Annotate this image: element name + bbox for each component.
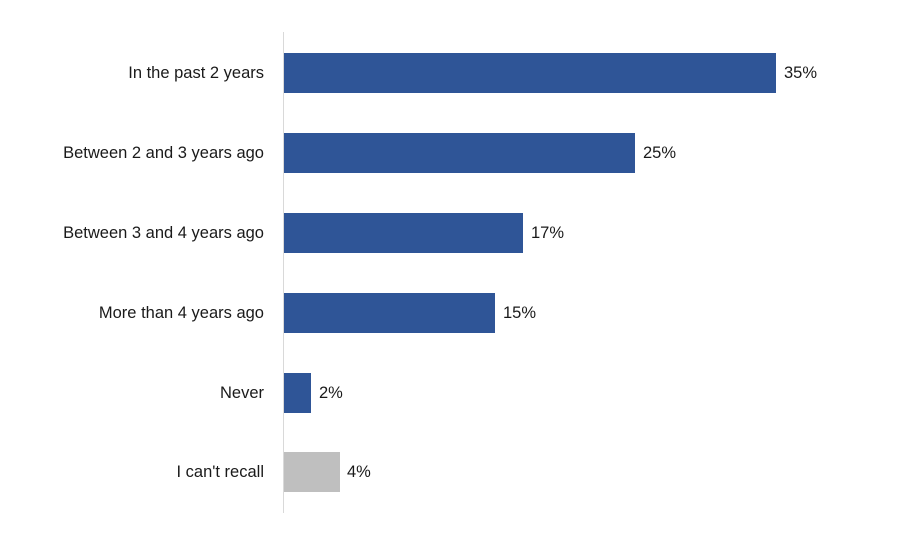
value-label: 4% [347,463,371,481]
value-label: 17% [531,224,565,242]
bar [284,133,635,173]
bar-row: More than 4 years ago 15% [0,293,900,333]
bar [284,452,340,492]
bar [284,373,311,413]
bar-row: I can't recall 4% [0,452,900,492]
value-label: 15% [503,304,537,322]
category-label: Between 2 and 3 years ago [63,144,264,162]
bar [284,293,495,333]
category-label: I can't recall [176,463,264,481]
category-axis-line [283,32,284,513]
category-label: In the past 2 years [128,64,264,82]
bar [284,53,776,93]
value-label: 25% [643,144,677,162]
category-label: Between 3 and 4 years ago [63,224,264,242]
bar-row: Between 2 and 3 years ago 25% [0,133,900,173]
value-label: 2% [319,384,343,402]
bar [284,213,523,253]
category-label: More than 4 years ago [98,304,264,322]
category-label: Never [219,384,264,402]
bar-row: Between 3 and 4 years ago 17% [0,213,900,253]
value-label: 35% [784,64,818,82]
bar-row: Never 2% [0,373,900,413]
bar-row: In the past 2 years 35% [0,53,900,93]
